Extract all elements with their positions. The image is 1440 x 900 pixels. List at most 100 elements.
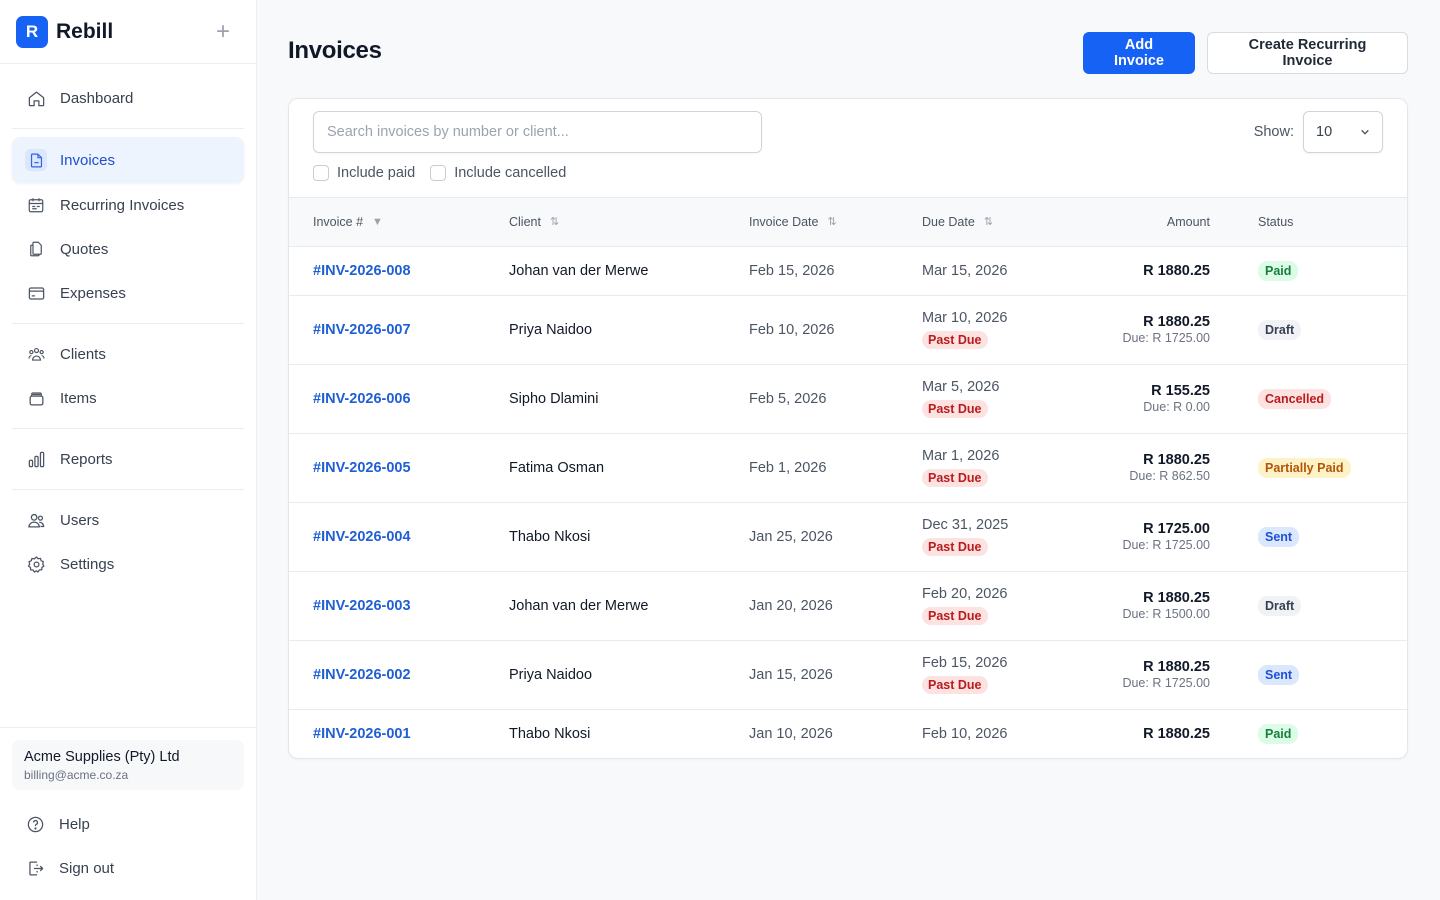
sidebar-item-items[interactable]: Items xyxy=(12,376,244,420)
sidebar-item-label: Reports xyxy=(60,450,113,468)
client-name: Sipho Dlamini xyxy=(509,364,749,434)
bar-chart-icon xyxy=(25,448,47,470)
invoice-number-link[interactable]: #INV-2026-004 xyxy=(313,528,411,545)
invoice-date: Jan 25, 2026 xyxy=(749,502,922,572)
help-link[interactable]: Help xyxy=(12,802,244,846)
checkbox-box[interactable] xyxy=(430,165,447,181)
invoice-number-link[interactable]: #INV-2026-001 xyxy=(313,725,411,742)
header-actions: Add Invoice Create Recurring Invoice xyxy=(1083,32,1408,74)
due-date: Feb 10, 2026 xyxy=(922,725,1008,742)
invoice-number-link[interactable]: #INV-2026-007 xyxy=(313,321,411,338)
nav-divider xyxy=(12,489,244,490)
sidebar-item-settings[interactable]: Settings xyxy=(12,542,244,586)
invoice-number-link[interactable]: #INV-2026-005 xyxy=(313,459,411,476)
page-size-value: 10 xyxy=(1316,124,1333,140)
status-badge: Paid xyxy=(1258,260,1299,281)
column-label: Invoice Date xyxy=(749,214,819,229)
sidebar-footer: Acme Supplies (Pty) Ltd billing@acme.co.… xyxy=(0,727,256,900)
show-label: Show: xyxy=(1253,124,1294,140)
due-date: Mar 15, 2026 xyxy=(922,262,1008,279)
nav-divider xyxy=(12,428,244,429)
sidebar-item-label: Recurring Invoices xyxy=(60,196,185,214)
amount-due: Due: R 1500.00 xyxy=(1122,607,1210,621)
sidebar-item-reports[interactable]: Reports xyxy=(12,437,244,481)
include-cancelled-label: Include cancelled xyxy=(454,165,567,181)
table-row[interactable]: #INV-2026-006 Sipho Dlamini Feb 5, 2026 … xyxy=(289,364,1407,434)
sidebar-item-quotes[interactable]: Quotes xyxy=(12,227,244,271)
due-date: Mar 1, 2026 xyxy=(922,448,1000,464)
amount-due: Due: R 1725.00 xyxy=(1122,331,1210,345)
sidebar-item-label: Settings xyxy=(60,555,115,573)
page-title: Invoices xyxy=(288,37,382,64)
table-row[interactable]: #INV-2026-002 Priya Naidoo Jan 15, 2026 … xyxy=(289,640,1407,710)
nav-divider xyxy=(12,128,244,129)
calendar-icon xyxy=(25,194,47,216)
sidebar-item-recurring-invoices[interactable]: Recurring Invoices xyxy=(12,183,244,227)
add-invoice-button[interactable]: Add Invoice xyxy=(1083,32,1195,74)
include-cancelled-checkbox[interactable]: Include cancelled xyxy=(430,165,566,181)
column-header-due-date[interactable]: Due Date ⇅ xyxy=(922,198,1082,247)
plus-icon[interactable]: + xyxy=(215,17,230,45)
table-row[interactable]: #INV-2026-008 Johan van der Merwe Feb 15… xyxy=(289,246,1407,296)
column-header-invoice-date[interactable]: Invoice Date ⇅ xyxy=(749,198,922,247)
include-paid-checkbox[interactable]: Include paid xyxy=(313,165,415,181)
sidebar-item-expenses[interactable]: Expenses xyxy=(12,271,244,315)
column-label: Client xyxy=(509,214,541,229)
invoice-date: Jan 10, 2026 xyxy=(749,725,833,742)
page-size-select[interactable]: 10 xyxy=(1303,111,1383,153)
sign-out-link[interactable]: Sign out xyxy=(12,846,244,890)
credit-card-icon xyxy=(25,282,47,304)
amount-due: Due: R 1725.00 xyxy=(1122,538,1210,552)
status-badge: Partially Paid xyxy=(1258,457,1351,478)
amount: R 1880.25 xyxy=(1143,314,1210,330)
create-recurring-invoice-button[interactable]: Create Recurring Invoice xyxy=(1207,32,1408,74)
sort-icon: ⇅ xyxy=(983,216,994,229)
sign-out-icon xyxy=(24,857,46,879)
column-label: Due Date xyxy=(922,214,975,229)
invoice-document-icon xyxy=(25,149,47,171)
table-row[interactable]: #INV-2026-005 Fatima Osman Feb 1, 2026 M… xyxy=(289,433,1407,503)
table-row[interactable]: #INV-2026-003 Johan van der Merwe Jan 20… xyxy=(289,571,1407,641)
table-row[interactable]: #INV-2026-001 Thabo Nkosi Jan 10, 2026 F… xyxy=(289,709,1407,758)
due-date: Mar 10, 2026 xyxy=(922,310,1008,326)
home-icon xyxy=(25,87,47,109)
sidebar-item-users[interactable]: Users xyxy=(12,498,244,542)
column-header-invoice-number[interactable]: Invoice # ▼ xyxy=(289,198,509,247)
amount-due: Due: R 862.50 xyxy=(1129,469,1210,483)
invoice-number-link[interactable]: #INV-2026-008 xyxy=(313,262,411,279)
invoice-date: Jan 20, 2026 xyxy=(749,571,922,641)
status-badge: Sent xyxy=(1258,664,1300,685)
sort-icon: ⇅ xyxy=(827,216,837,229)
sidebar-item-label: Expenses xyxy=(60,284,126,302)
amount: R 1880.25 xyxy=(1143,452,1210,468)
invoice-date: Feb 5, 2026 xyxy=(749,364,922,434)
account-company: Acme Supplies (Pty) Ltd xyxy=(24,749,180,765)
client-name: Priya Naidoo xyxy=(509,640,749,710)
sidebar-item-dashboard[interactable]: Dashboard xyxy=(12,76,244,120)
status-badge: Paid xyxy=(1258,723,1299,744)
account-card[interactable]: Acme Supplies (Pty) Ltd billing@acme.co.… xyxy=(12,740,244,790)
amount: R 155.25 xyxy=(1151,383,1210,399)
invoice-number-link[interactable]: #INV-2026-002 xyxy=(313,666,411,683)
sidebar-item-invoices[interactable]: Invoices xyxy=(12,137,244,183)
column-header-client[interactable]: Client ⇅ xyxy=(509,198,749,247)
sort-icon: ⇅ xyxy=(549,216,560,229)
status-badge: Draft xyxy=(1258,319,1302,340)
table-row[interactable]: #INV-2026-007 Priya Naidoo Feb 10, 2026 … xyxy=(289,295,1407,365)
due-date: Feb 20, 2026 xyxy=(922,586,1008,602)
invoice-date: Feb 1, 2026 xyxy=(749,433,922,503)
brand-name: Rebill xyxy=(56,19,114,43)
client-name: Johan van der Merwe xyxy=(509,571,749,641)
invoice-number-link[interactable]: #INV-2026-006 xyxy=(313,390,411,407)
sidebar-item-label: Users xyxy=(60,511,100,529)
checkbox-box[interactable] xyxy=(313,165,329,181)
due-date: Feb 15, 2026 xyxy=(922,655,1008,671)
past-due-badge: Past Due xyxy=(922,676,988,694)
search-input[interactable] xyxy=(313,111,762,153)
amount-due: Due: R 1725.00 xyxy=(1122,676,1210,690)
sidebar-item-clients[interactable]: Clients xyxy=(12,332,244,376)
past-due-badge: Past Due xyxy=(922,469,988,487)
table-row[interactable]: #INV-2026-004 Thabo Nkosi Jan 25, 2026 D… xyxy=(289,502,1407,572)
amount: R 1725.00 xyxy=(1143,521,1210,537)
invoice-number-link[interactable]: #INV-2026-003 xyxy=(313,597,411,614)
